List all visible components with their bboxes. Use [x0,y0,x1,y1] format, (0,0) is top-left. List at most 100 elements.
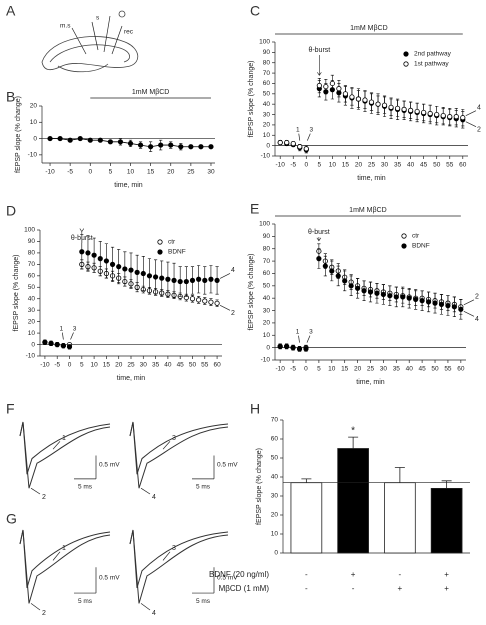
condition-value: + [444,570,449,579]
point [458,306,464,312]
point [290,345,296,351]
annotation-arrow [62,332,64,340]
point [342,91,349,97]
y-tick-label: 80 [263,245,271,252]
legend-marker [401,243,407,249]
point [421,109,427,116]
label-arrow [140,603,151,611]
point [109,261,116,267]
point [284,139,290,146]
error-bar [301,478,312,483]
y-tick-label: -10 [261,153,271,160]
label-arrow [30,487,41,495]
condition-value: + [351,570,356,579]
y-tick-label: 80 [28,250,36,257]
y-tick-label: 90 [263,233,271,240]
point [148,144,154,150]
schematic-label: s [96,15,100,22]
trace [19,421,111,475]
point [66,344,73,350]
point [388,104,394,110]
trace-label: 4 [152,610,156,617]
x-tick-label: 20 [354,366,362,373]
x-tick-label: 10 [127,169,135,176]
x-tick-label: -10 [276,162,286,169]
point [297,144,303,150]
y-tick-label: 90 [28,238,36,245]
condition-value: - [399,570,402,579]
trace-label: 2 [42,610,46,617]
annotation-arrow [219,273,231,279]
y-tick-label: 70 [28,261,36,268]
point [316,256,322,262]
annotation-arrow [316,237,322,242]
trace-label: 1 [62,435,66,442]
x-tick-label: 50 [433,162,441,169]
scale-label: 5 ms [196,484,211,491]
x-tick-label: 10 [329,162,337,169]
x-tick-label: 5 [318,162,322,169]
x-tick-label: 35 [394,162,402,169]
amplifier [118,10,126,18]
x-tick-label: 50 [431,366,439,373]
legend-marker [157,249,163,255]
point [214,300,220,306]
significance: * [351,426,355,437]
y-tick-label: 10 [263,132,271,139]
condition-value: - [305,584,308,593]
y-tick-label: 40 [271,474,279,481]
point [361,288,367,294]
x-tick-label: 20 [167,169,175,176]
point [387,293,393,299]
treatment-label: 1mM MβCD [350,25,387,32]
electrode [91,21,99,51]
label-arrow [52,551,61,561]
x-tick-label: 5 [109,169,113,176]
x-tick-label: 5 [80,362,84,369]
point [137,142,144,148]
legend-label: ctr [168,239,176,246]
point [168,142,174,148]
x-tick-label: 50 [189,362,197,369]
electrode [111,25,123,55]
y-axis-label: fEPSP slope (% change) [15,96,22,173]
point [432,300,438,306]
point [208,144,214,150]
annotation: 4 [475,316,479,323]
point [336,86,342,92]
point [434,111,440,118]
point [445,302,451,309]
annotation-arrow [465,110,477,116]
annotation-arrow [70,332,74,340]
y-tick-label: 20 [263,320,271,327]
point [460,115,466,121]
point [97,256,103,262]
annotation-arrow [317,55,322,76]
legend-label: 2nd pathway [414,51,452,58]
x-tick-label: -5 [54,362,60,369]
label-arrow [162,551,171,561]
x-tick-label: 60 [457,366,465,373]
point [303,346,309,352]
x-tick-label: 0 [304,366,308,373]
panel-label: G [6,511,17,527]
point [128,267,134,273]
x-tick-label: -5 [290,162,296,169]
point [323,83,329,90]
y-tick-label: 100 [259,221,270,228]
annotation-arrow [79,228,85,243]
electrode [71,27,87,55]
y-tick-label: 60 [263,270,271,277]
x-tick-label: 10 [328,366,336,373]
x-tick-label: 20 [355,162,363,169]
point [97,137,103,143]
point [196,276,202,282]
y-tick-label: 30 [28,307,36,314]
point [87,137,93,143]
panel-label: E [250,201,259,217]
x-axis-label: time, min [114,182,143,189]
point [335,273,341,279]
trace [129,529,229,604]
x-tick-label: 15 [341,366,349,373]
